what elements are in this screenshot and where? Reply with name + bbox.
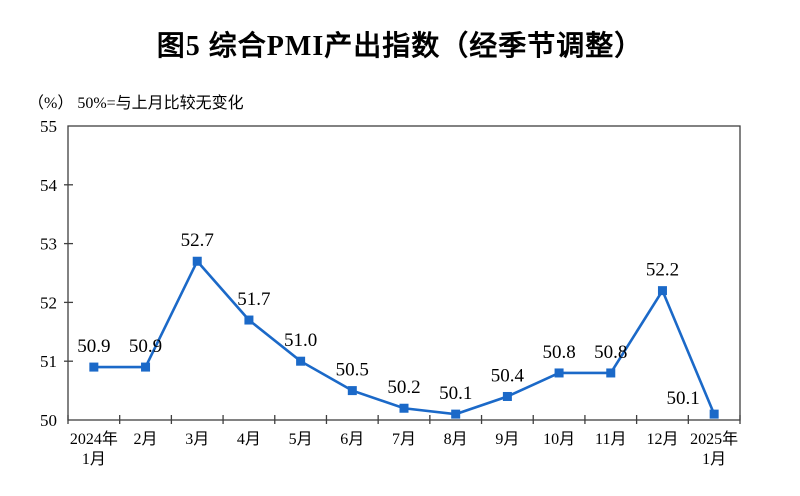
data-point-label: 52.2 bbox=[646, 260, 679, 281]
y-axis-tick-label: 53 bbox=[40, 235, 57, 254]
data-point-label: 52.7 bbox=[181, 230, 214, 251]
x-axis-tick-label: 3月 bbox=[185, 431, 209, 448]
x-axis-tick-label: 7月 bbox=[392, 431, 416, 448]
data-point-marker bbox=[141, 362, 151, 372]
x-axis-tick-label: 5月 bbox=[289, 431, 313, 448]
data-point-label: 50.1 bbox=[667, 388, 700, 409]
y-axis-tick-label: 55 bbox=[40, 117, 57, 136]
y-axis-tick-label: 50 bbox=[40, 411, 57, 430]
x-axis-tick-label: 2月 bbox=[134, 431, 158, 448]
data-point-marker bbox=[554, 368, 564, 378]
data-point-marker bbox=[657, 286, 667, 296]
data-point-label: 50.5 bbox=[336, 360, 369, 381]
y-axis-tick-label: 52 bbox=[40, 293, 57, 312]
data-point-marker bbox=[399, 403, 409, 413]
x-axis-tick-label: 4月 bbox=[237, 431, 261, 448]
data-point-label: 50.2 bbox=[387, 377, 420, 398]
data-point-marker bbox=[606, 368, 616, 378]
x-axis-tick-label: 6月 bbox=[340, 431, 364, 448]
data-point-label: 50.9 bbox=[77, 336, 110, 357]
data-point-marker bbox=[244, 315, 254, 325]
x-axis-tick-label: 2025年 1月 bbox=[690, 430, 738, 468]
data-point-marker bbox=[192, 256, 202, 266]
data-point-label: 50.1 bbox=[439, 383, 472, 404]
data-point-marker bbox=[296, 356, 306, 366]
data-point-label: 50.8 bbox=[594, 342, 627, 363]
y-axis-tick-label: 54 bbox=[40, 176, 58, 195]
data-point-marker bbox=[502, 391, 512, 401]
x-axis-tick-label: 10月 bbox=[543, 431, 575, 448]
plot-area-border bbox=[67, 125, 741, 421]
chart-title: 图5 综合PMI产出指数（经季节调整） bbox=[156, 31, 644, 62]
data-point-label: 51.7 bbox=[237, 289, 270, 310]
data-point-marker bbox=[347, 386, 357, 396]
x-axis-tick-label: 8月 bbox=[444, 431, 468, 448]
data-point-label: 50.8 bbox=[542, 342, 575, 363]
data-point-marker bbox=[89, 362, 99, 372]
data-point-marker bbox=[709, 409, 719, 419]
data-point-label: 50.4 bbox=[491, 365, 525, 386]
x-axis-tick-label: 12月 bbox=[646, 431, 678, 448]
x-axis-tick-label: 11月 bbox=[595, 431, 626, 448]
axis-unit-note: （%） 50%=与上月比较无变化 bbox=[28, 95, 244, 112]
data-point-label: 51.0 bbox=[284, 330, 317, 351]
y-axis-tick-label: 51 bbox=[40, 352, 57, 371]
data-point-label: 50.9 bbox=[129, 336, 162, 357]
data-point-marker bbox=[451, 409, 461, 419]
x-axis-tick-label: 2024年 1月 bbox=[70, 430, 118, 468]
x-axis-tick-label: 9月 bbox=[495, 431, 519, 448]
